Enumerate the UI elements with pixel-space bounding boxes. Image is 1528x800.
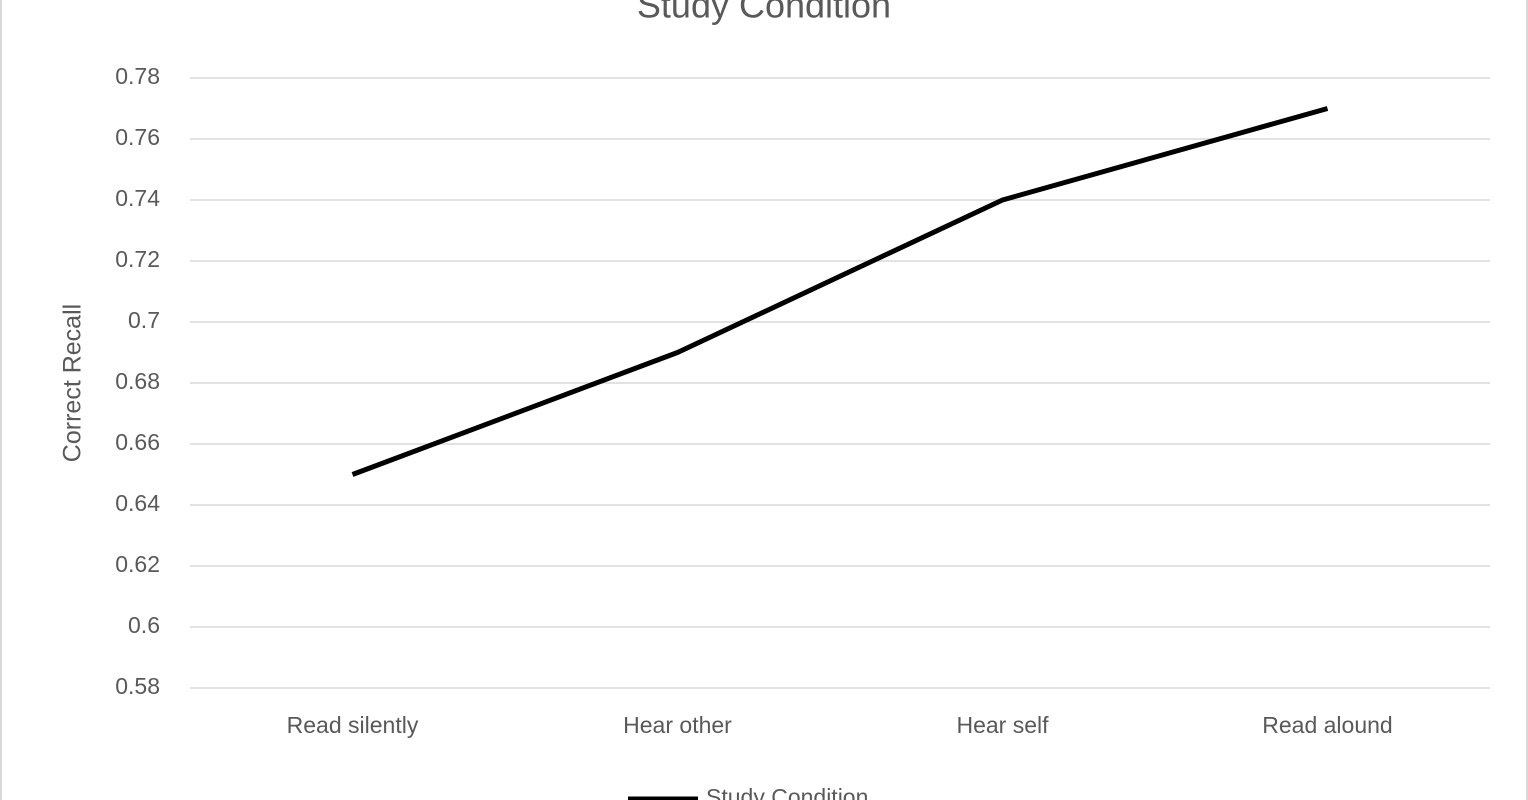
y-tick-label: 0.76 — [115, 124, 160, 150]
line-series — [351, 106, 1329, 477]
y-axis-label: Correct Recall — [59, 304, 87, 462]
y-tick-label: 0.58 — [115, 673, 160, 699]
x-tick-label: Hear self — [956, 712, 1049, 738]
y-tick-label: 0.74 — [115, 185, 160, 211]
y-tick-label: 0.72 — [115, 246, 160, 272]
x-tick-label: Hear other — [623, 712, 732, 738]
x-tick-label: Read alound — [1262, 712, 1392, 738]
y-tick-label: 0.6 — [128, 612, 160, 638]
y-tick-label: 0.68 — [115, 368, 160, 394]
y-tick-label: 0.62 — [115, 551, 160, 577]
y-tick-label: 0.66 — [115, 429, 160, 455]
y-tick-label: 0.7 — [128, 307, 160, 333]
chart-title: Study Condition — [637, 0, 891, 26]
y-tick-label: 0.64 — [115, 490, 160, 516]
x-tick-label: Read silently — [287, 712, 419, 738]
legend-label: Study Condition — [706, 784, 868, 800]
y-tick-label: 0.78 — [115, 63, 160, 89]
